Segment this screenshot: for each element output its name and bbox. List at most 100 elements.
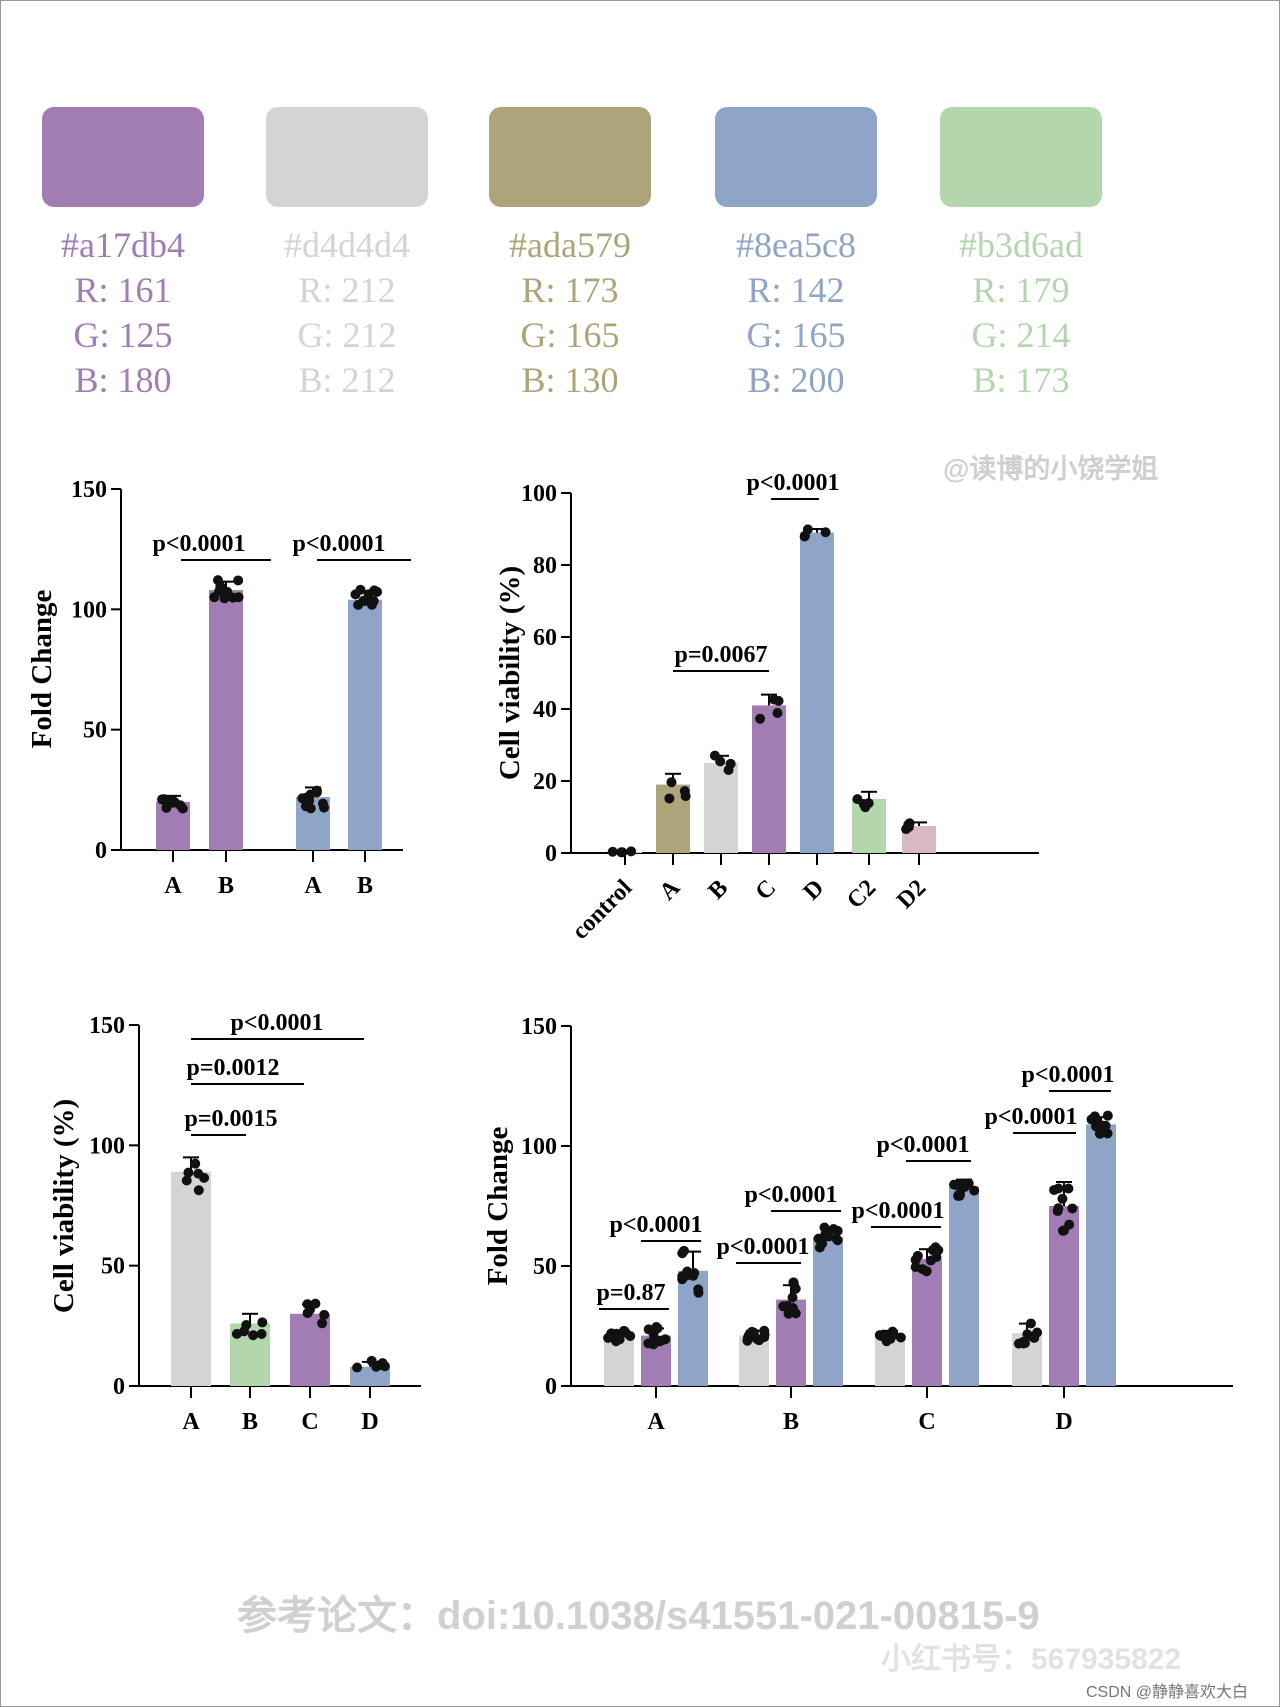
x-tick-label: A xyxy=(182,1409,200,1435)
data-point xyxy=(950,1180,961,1191)
data-point xyxy=(317,798,328,809)
data-point xyxy=(680,791,691,802)
bar xyxy=(678,1270,708,1386)
x-tick-label: D xyxy=(799,875,830,906)
data-point xyxy=(787,1292,798,1303)
color-label: #8ea5c8 R: 142 G: 165 B: 200 xyxy=(686,223,906,403)
data-point xyxy=(167,795,178,806)
bar xyxy=(209,590,243,850)
author-watermark: @读博的小饶学姐 xyxy=(943,454,1159,484)
p-value-label: p=0.0012 xyxy=(186,1055,279,1081)
data-point xyxy=(755,713,766,724)
x-tick-label: control xyxy=(567,875,637,945)
p-value-label: p=0.0067 xyxy=(674,642,767,668)
color-r: R: 179 xyxy=(972,270,1070,310)
data-point xyxy=(617,847,628,858)
data-point xyxy=(912,1250,923,1261)
data-point xyxy=(959,1181,970,1192)
data-point xyxy=(297,793,308,804)
color-hex: #d4d4d4 xyxy=(284,225,410,265)
x-tick-label: C2 xyxy=(842,875,881,914)
data-point xyxy=(858,799,869,810)
color-hex: #b3d6ad xyxy=(959,225,1083,265)
data-point xyxy=(652,1323,663,1334)
data-point xyxy=(643,1324,654,1335)
y-tick-label: 50 xyxy=(83,718,107,744)
data-point xyxy=(772,707,783,718)
data-point xyxy=(241,1319,252,1330)
data-point xyxy=(248,1330,259,1341)
data-point xyxy=(910,1262,921,1273)
data-point xyxy=(181,1175,192,1186)
p-value-label: p<0.0001 xyxy=(1021,1062,1114,1088)
bar xyxy=(348,599,382,850)
data-point xyxy=(228,592,239,603)
y-tick-label: 100 xyxy=(521,1134,557,1160)
bar xyxy=(800,532,834,853)
data-point xyxy=(190,1158,201,1169)
color-b: B: 130 xyxy=(521,360,619,400)
data-point xyxy=(677,1248,688,1259)
data-point xyxy=(1049,1184,1060,1195)
data-point xyxy=(603,1332,614,1343)
data-point xyxy=(931,1252,942,1263)
data-point xyxy=(183,1167,194,1178)
color-b: B: 180 xyxy=(74,360,172,400)
data-point xyxy=(363,589,374,600)
data-point xyxy=(1089,1111,1100,1122)
data-point xyxy=(888,1329,899,1340)
data-point xyxy=(783,1308,794,1319)
data-point xyxy=(953,1190,964,1201)
color-label: #d4d4d4 R: 212 G: 212 B: 212 xyxy=(237,223,457,403)
data-point xyxy=(666,777,677,788)
y-tick-label: 100 xyxy=(71,597,107,623)
color-r: R: 161 xyxy=(74,270,172,310)
x-tick-label: B xyxy=(242,1409,258,1435)
data-point xyxy=(1063,1183,1074,1194)
data-point xyxy=(366,1355,377,1366)
data-point xyxy=(159,794,170,805)
p-value-label: p=0.87 xyxy=(596,1280,665,1306)
data-point xyxy=(689,1267,700,1278)
y-tick-label: 0 xyxy=(545,841,557,867)
bar xyxy=(912,1258,942,1386)
p-value-label: p<0.0001 xyxy=(609,1212,702,1238)
y-tick-label: 60 xyxy=(533,625,557,651)
data-point xyxy=(1057,1193,1068,1204)
data-point xyxy=(1102,1128,1113,1139)
reference-watermark: 参考论文：doi:10.1038/s41551-021-00815-9 xyxy=(237,1594,1040,1638)
data-point xyxy=(1067,1203,1078,1214)
data-point xyxy=(352,1362,363,1373)
p-value-label: p<0.0001 xyxy=(876,1132,969,1158)
data-point xyxy=(723,765,734,776)
x-tick-label: B xyxy=(218,873,234,899)
data-point xyxy=(302,1299,313,1310)
data-point xyxy=(742,1335,753,1346)
data-point xyxy=(319,1309,330,1320)
data-point xyxy=(832,1225,843,1236)
data-point xyxy=(305,803,316,814)
data-point xyxy=(1027,1331,1038,1342)
data-point xyxy=(782,1300,793,1311)
data-point xyxy=(256,1329,267,1340)
data-point xyxy=(626,846,637,857)
data-point xyxy=(773,695,784,706)
data-point xyxy=(311,787,322,798)
x-tick-label: C xyxy=(918,1409,935,1435)
color-hex: #8ea5c8 xyxy=(736,225,856,265)
color-r: R: 212 xyxy=(298,270,396,310)
y-axis-label: Fold Change xyxy=(26,590,58,749)
y-tick-label: 80 xyxy=(533,553,557,579)
color-hex: #a17db4 xyxy=(61,225,185,265)
color-b: B: 212 xyxy=(298,360,396,400)
data-point xyxy=(1025,1318,1036,1329)
data-point xyxy=(817,1238,828,1249)
y-tick-label: 0 xyxy=(545,1374,557,1400)
p-value-label: p<0.0001 xyxy=(716,1234,809,1260)
data-point xyxy=(1102,1110,1113,1121)
y-tick-label: 100 xyxy=(89,1133,125,1159)
x-tick-label: B xyxy=(357,873,373,899)
data-point xyxy=(831,1233,842,1244)
data-point xyxy=(677,1271,688,1282)
